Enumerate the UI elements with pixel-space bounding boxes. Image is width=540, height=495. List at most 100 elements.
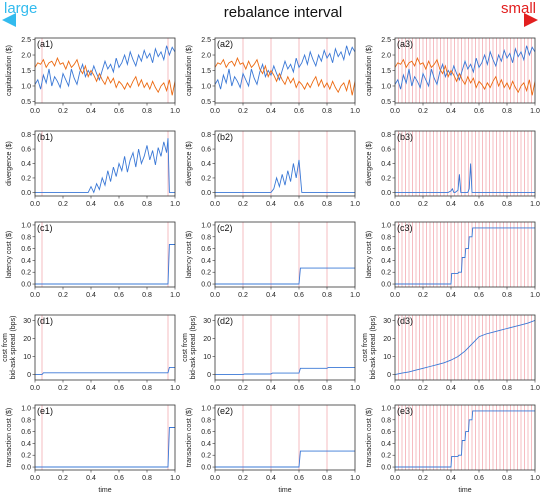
y-tick-label: 0.8 bbox=[381, 234, 391, 241]
x-tick-label: 0.2 bbox=[238, 292, 248, 299]
y-tick-label: 10 bbox=[383, 354, 391, 361]
x-tick-label: 0.6 bbox=[474, 201, 484, 208]
x-tick-label: 0.8 bbox=[502, 292, 512, 299]
series-line-blue bbox=[395, 410, 535, 468]
x-tick-label: 0.8 bbox=[142, 292, 152, 299]
y-axis-label-line: divergence ($) bbox=[186, 141, 193, 186]
panel-label: (a2) bbox=[217, 39, 233, 49]
series-line-blue bbox=[35, 366, 175, 376]
x-tick-label: 0.8 bbox=[322, 385, 332, 392]
y-tick-label: 0.4 bbox=[381, 441, 391, 448]
panel-c2: 0.0 0.2 0.4 0.6 0.8 1.0 0.0 0.2 0.4 0.6 0.8 1.0 (c2)… bbox=[186, 221, 360, 299]
y-axis-label-line: capitalization ($) bbox=[366, 45, 373, 96]
x-tick-label: 0.0 bbox=[390, 385, 400, 392]
x-axis-label: time bbox=[98, 487, 111, 494]
x-tick-label: 0.2 bbox=[238, 201, 248, 208]
y-tick-label: 1.0 bbox=[381, 405, 391, 412]
header-arrow-right-head bbox=[524, 13, 538, 27]
y-tick-label: 0.4 bbox=[381, 161, 391, 168]
y-tick-label: 0.8 bbox=[201, 234, 211, 241]
header-left-label: large bbox=[4, 0, 37, 17]
x-tick-label: 0.0 bbox=[30, 108, 40, 115]
x-tick-label: 0.6 bbox=[474, 292, 484, 299]
x-tick-label: 1.0 bbox=[530, 201, 540, 208]
x-tick-label: 0.8 bbox=[502, 385, 512, 392]
y-tick-label: 0 bbox=[207, 372, 211, 379]
axes-frame bbox=[214, 404, 356, 471]
axes-frame bbox=[34, 221, 176, 288]
x-tick-label: 0.2 bbox=[58, 108, 68, 115]
y-tick-label: 0.0 bbox=[381, 190, 391, 197]
panel-e1: 0.0 0.2 0.4 0.6 0.8 1.0 0.0 0.2 0.4 0.6 0.8 1.0 (e1)… bbox=[6, 404, 180, 494]
y-axis-label: capitalization ($) bbox=[366, 45, 373, 96]
x-tick-label: 1.0 bbox=[350, 475, 360, 482]
panel-label: (e1) bbox=[37, 406, 53, 416]
y-axis-label: cost frombid-ask spread (bps) bbox=[362, 316, 377, 380]
series-line-blue bbox=[215, 267, 355, 285]
series-line-orange bbox=[395, 56, 535, 96]
y-tick-label: 1.0 bbox=[381, 83, 391, 90]
y-axis-label: cost frombid-ask spread (bps) bbox=[2, 316, 17, 380]
x-axis-label: time bbox=[458, 487, 471, 494]
y-tick-label: 0.8 bbox=[21, 132, 31, 139]
y-tick-label: 2.5 bbox=[381, 37, 391, 44]
x-tick-label: 0.2 bbox=[58, 475, 68, 482]
y-tick-label: 0.6 bbox=[21, 147, 31, 154]
x-tick-label: 0.0 bbox=[210, 108, 220, 115]
axes-frame bbox=[214, 314, 356, 381]
series-line-blue bbox=[215, 45, 355, 90]
y-tick-label: 0.6 bbox=[201, 147, 211, 154]
y-axis-label: cost frombid-ask spread (bps) bbox=[182, 316, 197, 380]
y-tick-label: 30 bbox=[203, 318, 211, 325]
y-tick-label: 2.0 bbox=[381, 53, 391, 60]
y-tick-label: 2.0 bbox=[201, 53, 211, 60]
y-axis-label: divergence ($) bbox=[6, 141, 13, 186]
panel-label: (c2) bbox=[217, 223, 233, 233]
axes-frame bbox=[394, 404, 536, 471]
x-tick-label: 0.4 bbox=[266, 201, 276, 208]
x-tick-label: 0.6 bbox=[294, 201, 304, 208]
x-tick-label: 0.2 bbox=[58, 385, 68, 392]
series-line-blue bbox=[395, 163, 535, 193]
panel-label: (e3) bbox=[397, 406, 413, 416]
y-tick-label: 2.5 bbox=[201, 37, 211, 44]
x-tick-label: 0.4 bbox=[86, 385, 96, 392]
y-tick-label: 0.8 bbox=[21, 417, 31, 424]
y-tick-label: 0.4 bbox=[21, 441, 31, 448]
y-tick-label: 0 bbox=[387, 372, 391, 379]
x-tick-label: 0.8 bbox=[502, 108, 512, 115]
x-tick-label: 1.0 bbox=[170, 475, 180, 482]
y-tick-label: 20 bbox=[23, 336, 31, 343]
y-tick-label: 1.0 bbox=[381, 222, 391, 229]
panel-label: (c3) bbox=[397, 223, 413, 233]
y-axis-label: capitalization ($) bbox=[6, 45, 13, 96]
x-tick-label: 0.6 bbox=[474, 385, 484, 392]
x-tick-label: 0.0 bbox=[30, 475, 40, 482]
y-tick-label: 0.2 bbox=[201, 270, 211, 277]
y-tick-label: 20 bbox=[383, 336, 391, 343]
x-tick-label: 0.6 bbox=[114, 292, 124, 299]
panel-b1: 0.0 0.2 0.4 0.6 0.8 1.0 0.0 0.2 0.4 0.6 0.8 (b1) div… bbox=[6, 130, 180, 208]
y-tick-label: 0.6 bbox=[381, 147, 391, 154]
y-tick-label: 0.5 bbox=[21, 99, 31, 106]
x-tick-label: 1.0 bbox=[350, 108, 360, 115]
x-tick-label: 0.4 bbox=[86, 201, 96, 208]
panel-a1: 0.0 0.2 0.4 0.6 0.8 1.0 0.5 1.0 1.5 2.0 2.5 (a1) cap… bbox=[6, 37, 180, 115]
x-tick-label: 0.6 bbox=[294, 475, 304, 482]
panel-label: (a3) bbox=[397, 39, 413, 49]
y-tick-label: 0.8 bbox=[201, 417, 211, 424]
panel-label: (b3) bbox=[397, 132, 413, 142]
y-tick-label: 0.0 bbox=[381, 282, 391, 289]
x-tick-label: 0.0 bbox=[210, 385, 220, 392]
panel-b2: 0.0 0.2 0.4 0.6 0.8 1.0 0.0 0.2 0.4 0.6 0.8 (b2) div… bbox=[186, 130, 360, 208]
y-axis-label: transaction cost ($) bbox=[6, 408, 13, 468]
axes-frame bbox=[394, 314, 536, 381]
x-tick-label: 0.4 bbox=[446, 108, 456, 115]
x-tick-label: 1.0 bbox=[530, 385, 540, 392]
panel-d2: 0.0 0.2 0.4 0.6 0.8 1.0 0 10 20 30 (d2) cost frombi… bbox=[182, 314, 360, 392]
panel-label: (b2) bbox=[217, 132, 233, 142]
y-axis-label: capitalization ($) bbox=[186, 45, 193, 96]
series-line-blue bbox=[215, 366, 355, 376]
y-tick-label: 0.4 bbox=[21, 161, 31, 168]
